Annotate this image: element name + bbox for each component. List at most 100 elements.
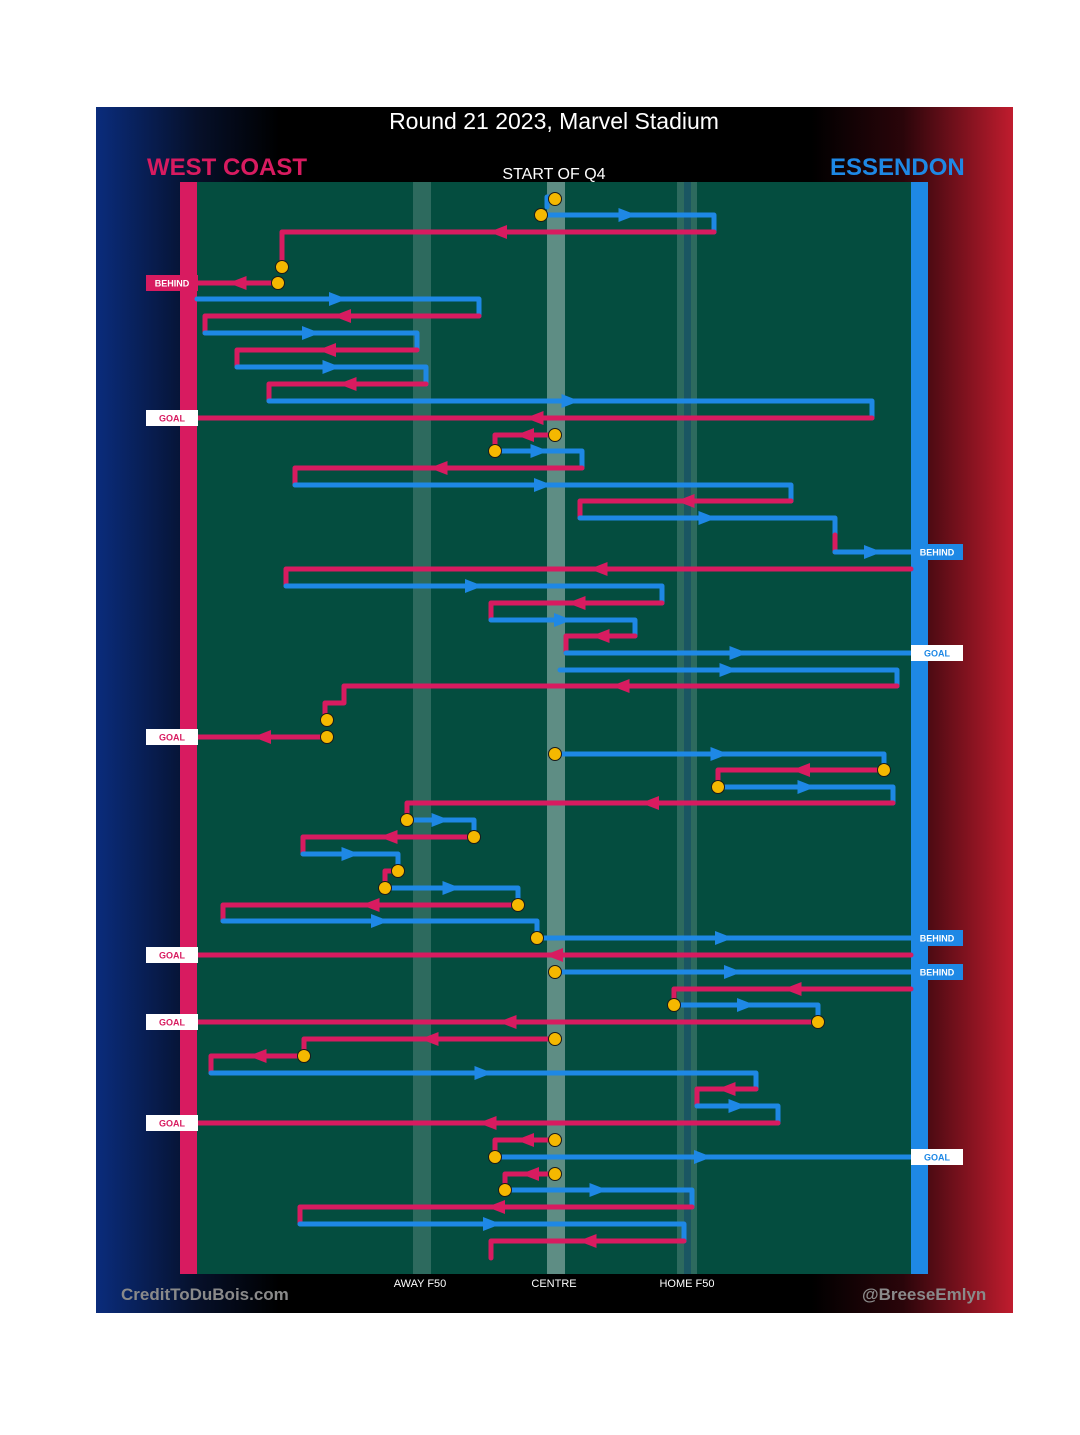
possession-chain-57: [297, 1204, 695, 1227]
score-label-box-7: [146, 947, 198, 963]
possession-chain-39: [220, 902, 521, 924]
ball-up-marker-3: [275, 260, 289, 274]
away-team-label: WEST COAST: [147, 154, 307, 181]
score-label-box-9: [146, 1014, 198, 1030]
chain-arrow-16: [534, 478, 552, 492]
ball-up-marker-14: [391, 864, 405, 878]
possession-chain-23: [488, 600, 665, 623]
chain-arrow-27: [719, 663, 738, 677]
chain-arrow-50: [717, 1082, 736, 1096]
chain-arrow-23: [567, 596, 586, 610]
ball-up-marker-9: [548, 747, 562, 761]
possession-chain-11: [266, 398, 875, 421]
possession-chain-15: [292, 465, 585, 488]
chain-arrow-8: [318, 343, 336, 357]
score-label-box-3: [911, 544, 963, 560]
score-label-2: GOAL: [159, 414, 186, 424]
chain-arrow-40: [371, 914, 389, 928]
home-f50-stripe: [684, 182, 691, 1274]
score-label-1: BEHIND: [155, 279, 190, 289]
score-label-5: GOAL: [159, 733, 186, 743]
possession-chain-49: [208, 1070, 759, 1092]
possession-chain-7: [202, 330, 420, 353]
possession-chain-8: [234, 347, 420, 370]
chain-arrow-54: [694, 1150, 712, 1164]
score-label-box-5: [146, 729, 198, 745]
chain-arrow-30: [710, 747, 729, 761]
chain-arrow-33: [641, 796, 659, 810]
away-f50-label: AWAY F50: [393, 1278, 447, 1290]
chain-arrow-12: [525, 411, 544, 425]
chain-arrow-17: [676, 494, 695, 508]
score-label-7: GOAL: [159, 951, 186, 961]
ball-up-marker-26: [498, 1183, 512, 1197]
chain-arrow-52: [478, 1116, 497, 1130]
chain-arrow-3: [489, 225, 507, 239]
chain-arrow-47: [420, 1032, 439, 1046]
chain-arrow-21: [589, 562, 608, 576]
chain-arrow-39: [361, 898, 380, 912]
ball-up-marker-4: [271, 276, 285, 290]
ball-up-marker-1: [548, 192, 562, 206]
possession-chain-35: [300, 834, 477, 857]
possession-chain-17: [577, 498, 794, 521]
credit-right: @BreeseEmlyn: [862, 1285, 987, 1304]
possession-chain-6: [202, 313, 482, 336]
chain-arrow-44: [783, 982, 802, 996]
possession-chain-18: [577, 515, 838, 538]
chain-arrow-29: [253, 730, 271, 744]
chain-arrow-32: [797, 780, 816, 794]
chain-arrow-9: [322, 360, 341, 374]
possession-chain-16: [292, 482, 794, 504]
chain-arrow-57: [487, 1200, 505, 1214]
chain-arrow-24: [554, 613, 572, 627]
possession-chain-27: [557, 667, 900, 689]
ball-up-marker-12: [400, 813, 414, 827]
chart-title: Round 21 2023, Marvel Stadium: [389, 108, 719, 134]
home-f50-label: HOME F50: [659, 1278, 715, 1290]
ball-up-marker-15: [378, 881, 392, 895]
score-label-11: GOAL: [924, 1153, 951, 1163]
possession-chain-59: [488, 1238, 687, 1261]
away-goal-line: [180, 182, 197, 1274]
chain-arrow-18: [698, 511, 717, 525]
ball-up-marker-6: [488, 444, 502, 458]
home-team-label: ESSENDON: [830, 154, 965, 181]
score-label-box-1: [146, 275, 198, 291]
chain-arrow-31: [792, 763, 810, 777]
centre-band: [547, 182, 565, 1274]
chain-arrow-49: [474, 1066, 493, 1080]
chain-arrow-51: [728, 1099, 747, 1113]
possession-chain-58: [297, 1221, 687, 1244]
chain-arrow-26: [729, 646, 748, 660]
ball-up-marker-17: [530, 931, 544, 945]
score-label-box-4: [911, 645, 963, 661]
period-label: START OF Q4: [502, 166, 606, 183]
possession-chain-24: [488, 617, 638, 639]
ball-up-marker-11: [711, 780, 725, 794]
chain-arrow-10: [338, 377, 357, 391]
score-label-box-6: [911, 930, 963, 946]
chain-arrow-25: [591, 629, 610, 643]
ball-up-marker-23: [548, 1133, 562, 1147]
ball-up-marker-7: [320, 713, 334, 727]
score-label-box-11: [911, 1149, 963, 1165]
chain-arrow-11: [561, 394, 580, 408]
possession-chain-21: [283, 566, 914, 589]
away-f50-band: [413, 182, 431, 1274]
score-label-10: GOAL: [159, 1119, 186, 1129]
chain-arrow-22: [465, 579, 483, 593]
possession-chain-22: [283, 583, 665, 606]
score-label-9: GOAL: [159, 1018, 186, 1028]
chain-arrow-2: [618, 208, 637, 222]
score-label-box-2: [146, 410, 198, 426]
possession-chain-3: [279, 229, 717, 269]
ball-up-marker-25: [548, 1167, 562, 1181]
chain-arrow-46: [498, 1015, 517, 1029]
possession-chain-10: [266, 381, 429, 404]
ball-up-marker-24: [488, 1150, 502, 1164]
ball-up-marker-10: [877, 763, 891, 777]
chain-arrow-43: [724, 965, 742, 979]
ball-up-marker-19: [667, 998, 681, 1012]
